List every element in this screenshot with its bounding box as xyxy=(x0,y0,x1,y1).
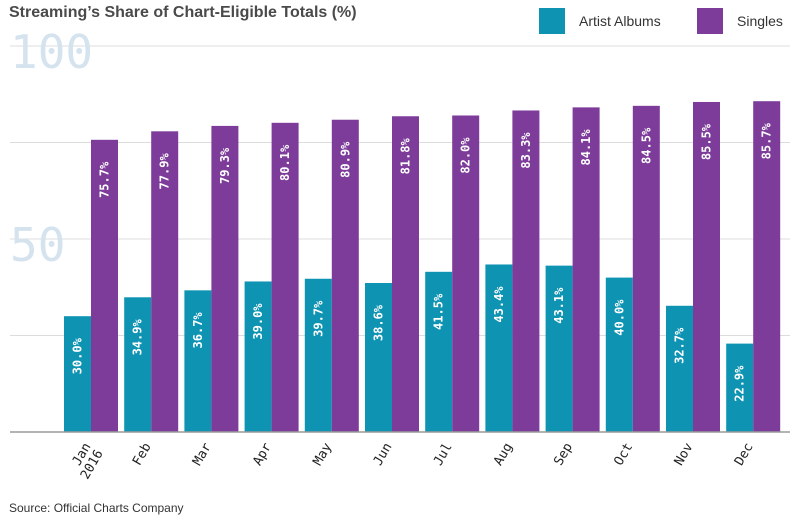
x-tick-label-0: Jan2016 xyxy=(66,441,107,483)
y-tick-label-50: 50 xyxy=(10,218,65,272)
x-tick-label-line: Sep xyxy=(551,440,576,468)
x-tick-label-line: Oct xyxy=(612,441,637,469)
x-tick-label-line: Dec xyxy=(732,441,757,469)
data-label-singles-9: 84.5% xyxy=(639,127,653,164)
x-tick-label-9: Oct xyxy=(612,441,637,469)
data-label-singles-1: 77.9% xyxy=(158,153,172,190)
x-tick-label-1: Feb xyxy=(130,440,155,468)
data-label-albums-8: 43.1% xyxy=(552,287,566,324)
bar-albums-5 xyxy=(365,283,392,432)
x-tick-label-8: Sep xyxy=(551,440,576,468)
data-label-albums-6: 41.5% xyxy=(432,293,446,330)
data-label-singles-10: 85.5% xyxy=(700,123,714,160)
data-label-singles-7: 83.3% xyxy=(519,132,533,169)
legend-swatch-singles xyxy=(697,8,723,34)
data-label-singles-8: 84.1% xyxy=(579,129,593,166)
x-tick-label-3: Apr xyxy=(250,440,275,468)
bar-albums-2 xyxy=(184,290,212,432)
data-label-singles-2: 79.3% xyxy=(218,147,232,184)
bar-albums-8 xyxy=(545,265,573,432)
bar-albums-6 xyxy=(425,271,453,432)
x-tick-label-line: Apr xyxy=(250,440,275,468)
bar-singles-2 xyxy=(211,125,239,432)
x-tick-label-11: Dec xyxy=(732,441,757,469)
bar-singles-0 xyxy=(91,139,118,432)
bar-albums-1 xyxy=(124,297,152,432)
x-tick-label-5: Jun xyxy=(371,441,396,469)
x-tick-label-2: Mar xyxy=(190,440,215,468)
data-label-singles-5: 81.8% xyxy=(399,137,413,174)
bar-singles-4 xyxy=(331,119,359,432)
data-label-singles-4: 80.9% xyxy=(338,141,352,178)
data-label-singles-0: 75.7% xyxy=(98,161,112,198)
legend-item-artist-albums: Artist Albums xyxy=(539,8,661,34)
data-label-albums-3: 39.0% xyxy=(251,303,265,340)
x-tick-label-6: Jul xyxy=(431,441,456,469)
data-label-albums-10: 32.7% xyxy=(673,327,687,364)
chart-title: Streaming’s Share of Chart-Eligible Tota… xyxy=(9,4,357,21)
x-tick-label-line: Aug xyxy=(491,441,516,469)
data-label-albums-2: 36.7% xyxy=(191,312,205,349)
x-tick-label-line: Feb xyxy=(130,440,155,468)
legend-swatch-artist-albums xyxy=(539,8,565,34)
bar-albums-9 xyxy=(605,277,633,432)
bar-singles-10 xyxy=(693,101,720,432)
data-label-albums-9: 40.0% xyxy=(612,299,626,336)
x-tick-label-7: Aug xyxy=(491,441,516,469)
x-tick-label-4: May xyxy=(311,440,336,468)
data-label-albums-5: 38.6% xyxy=(372,304,386,341)
bar-albums-0 xyxy=(64,316,91,432)
bar-singles-3 xyxy=(271,122,299,433)
data-label-albums-11: 22.9% xyxy=(733,365,747,402)
source-note: Source: Official Charts Company xyxy=(9,501,184,515)
x-tick-label-10: Nov xyxy=(672,440,697,468)
data-label-singles-3: 80.1% xyxy=(278,144,292,181)
bar-singles-9 xyxy=(632,105,660,432)
x-tick-label-line: May xyxy=(311,440,336,468)
legend-item-singles: Singles xyxy=(697,8,783,34)
bar-albums-11 xyxy=(726,343,754,432)
bar-albums-10 xyxy=(666,305,693,432)
bar-singles-7 xyxy=(512,110,540,432)
legend-label-artist-albums: Artist Albums xyxy=(579,13,661,29)
bar-singles-5 xyxy=(392,116,419,432)
legend-label-singles: Singles xyxy=(737,13,783,29)
data-label-albums-0: 30.0% xyxy=(71,337,85,374)
bar-singles-1 xyxy=(151,131,179,432)
data-label-singles-6: 82.0% xyxy=(459,137,473,174)
bar-albums-7 xyxy=(485,264,513,432)
bar-singles-11 xyxy=(753,101,781,432)
x-tick-label-line: Nov xyxy=(672,440,697,468)
bar-singles-6 xyxy=(452,115,480,432)
bar-singles-8 xyxy=(572,107,600,433)
legend: Artist Albums Singles xyxy=(0,8,800,38)
data-label-albums-1: 34.9% xyxy=(131,319,145,356)
y-tick-label-100: 100 xyxy=(10,25,93,79)
data-label-albums-7: 43.4% xyxy=(492,286,506,323)
x-tick-label-line: Mar xyxy=(190,440,215,468)
x-tick-label-line: Jun xyxy=(371,441,396,469)
bar-albums-3 xyxy=(244,281,272,432)
data-label-albums-4: 39.7% xyxy=(311,300,325,337)
data-label-singles-11: 85.7% xyxy=(760,122,774,159)
x-tick-label-line: Jul xyxy=(431,441,456,469)
bar-albums-4 xyxy=(304,278,332,432)
